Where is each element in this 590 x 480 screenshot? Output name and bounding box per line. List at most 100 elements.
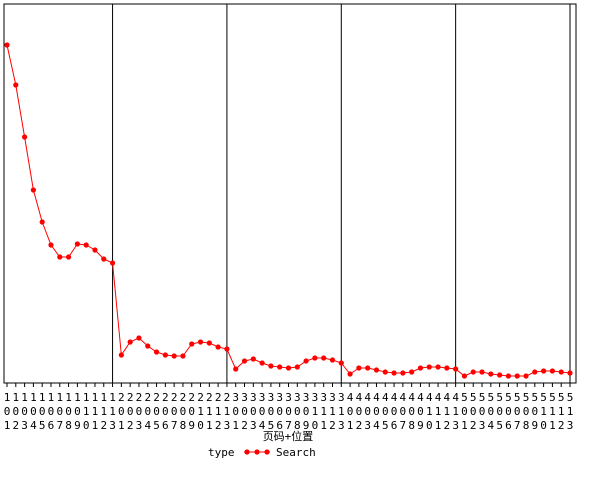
data-point: [13, 82, 19, 88]
x-tick-label: 110: [80, 391, 93, 433]
x-tick-label: 201: [115, 391, 128, 433]
x-tick-label: 405: [379, 391, 392, 433]
legend-marker: [244, 449, 250, 455]
x-tick-label: 509: [528, 391, 541, 433]
data-point: [30, 187, 36, 193]
data-point: [197, 339, 204, 345]
data-point: [505, 373, 512, 379]
data-point: [268, 363, 274, 369]
x-tick-label: 308: [291, 391, 304, 433]
data-point: [294, 364, 300, 370]
x-tick-label: 402: [352, 391, 365, 433]
x-tick-label: 410: [423, 391, 436, 433]
x-tick-label: 508: [520, 391, 533, 433]
x-tick-label: 311: [317, 391, 330, 433]
data-point: [206, 340, 212, 346]
x-tick-label: 510: [537, 391, 550, 433]
x-tick-label: 313: [335, 391, 348, 433]
data-point: [101, 256, 107, 262]
data-point: [417, 365, 424, 371]
x-tick-label: 412: [440, 391, 453, 433]
x-tick-label: 502: [467, 391, 480, 433]
data-point: [558, 369, 564, 375]
x-tick-label: 401: [344, 391, 357, 433]
x-tick-label: 113: [106, 391, 119, 433]
data-point: [453, 366, 459, 372]
x-tick-label: 207: [168, 391, 181, 433]
data-point: [21, 134, 28, 140]
data-point: [259, 360, 265, 366]
x-tick-label: 302: [238, 391, 251, 433]
x-tick-label: 407: [396, 391, 409, 433]
data-point: [365, 365, 371, 371]
data-point: [373, 367, 380, 373]
data-point: [303, 358, 309, 364]
x-tick-label: 413: [449, 391, 462, 433]
data-point: [57, 254, 63, 260]
x-tick-label: 109: [71, 391, 84, 433]
data-point: [250, 356, 256, 362]
x-tick-label: 206: [159, 391, 172, 433]
data-point: [470, 369, 476, 375]
x-tick-label: 310: [308, 391, 321, 433]
data-point: [479, 369, 485, 375]
legend-marker: [264, 449, 270, 455]
x-tick-label: 409: [414, 391, 427, 433]
x-tick-label: 511: [546, 391, 559, 433]
x-tick-label: 106: [44, 391, 57, 433]
plot-frame: [3, 3, 577, 384]
x-tick-label: 204: [141, 391, 154, 433]
data-point: [549, 368, 556, 374]
data-point: [567, 370, 573, 376]
x-tick-label: 503: [476, 391, 489, 433]
x-tick-label: 404: [370, 391, 383, 433]
data-point: [277, 364, 283, 370]
data-point: [4, 42, 10, 48]
x-tick-label: 306: [273, 391, 286, 433]
x-tick-label: 111: [88, 391, 101, 433]
data-point: [136, 335, 142, 341]
series-line: [6, 44, 571, 377]
data-point: [162, 352, 168, 358]
data-point: [497, 372, 503, 378]
data-point: [39, 219, 45, 225]
x-tick-label: 408: [405, 391, 418, 433]
x-tick-label: 202: [124, 391, 137, 433]
data-point: [435, 364, 441, 370]
x-tick-label: 301: [229, 391, 242, 433]
data-point: [83, 242, 89, 248]
data-point: [312, 355, 318, 361]
data-point: [391, 370, 397, 376]
x-tick-label: 303: [247, 391, 260, 433]
x-tick-label: 309: [300, 391, 313, 433]
x-tick-label: 506: [502, 391, 515, 433]
x-tick-label: 209: [185, 391, 198, 433]
x-tick-label: 107: [53, 391, 66, 433]
data-point: [400, 370, 406, 376]
data-point: [224, 346, 230, 352]
data-point: [189, 341, 195, 347]
x-tick-label: 504: [484, 391, 497, 433]
x-tick-label: 513: [564, 391, 577, 433]
data-point: [153, 349, 160, 355]
x-tick-label: 312: [326, 391, 339, 433]
x-tick-label: 205: [150, 391, 163, 433]
data-point: [241, 358, 248, 364]
x-tick-label: 507: [511, 391, 524, 433]
data-point: [409, 369, 415, 375]
x-tick-label: 411: [432, 391, 445, 433]
legend-marker: [254, 449, 260, 455]
x-tick-label: 213: [220, 391, 233, 433]
x-tick-label: 403: [361, 391, 374, 433]
data-point: [65, 254, 72, 260]
data-point: [285, 365, 292, 371]
data-point: [523, 373, 529, 379]
x-tick-label: 105: [36, 391, 49, 433]
data-point: [118, 352, 124, 358]
data-point: [426, 364, 432, 370]
data-point: [444, 365, 450, 371]
data-point: [92, 247, 98, 253]
data-point: [329, 357, 336, 363]
x-tick-label: 512: [555, 391, 568, 433]
